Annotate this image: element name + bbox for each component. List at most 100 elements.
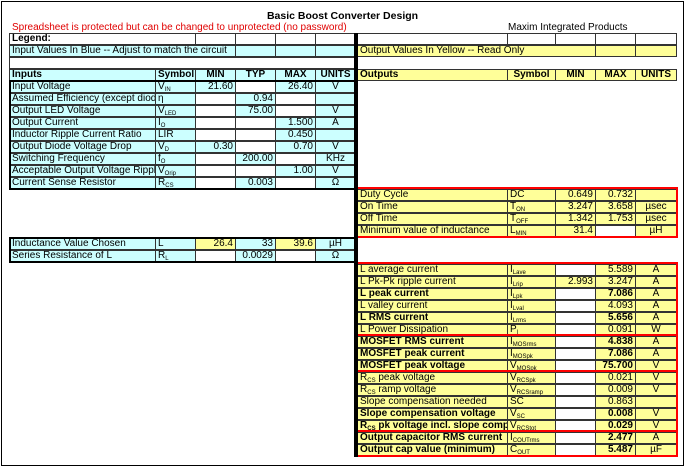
input-typ-value[interactable]: 75.00 <box>235 105 276 117</box>
empty-cell <box>275 45 316 57</box>
output-units: µsec <box>635 201 677 213</box>
output-row: MOSFET peak voltage VMOSpk 75.700 V <box>357 360 677 372</box>
output-symbol: ILpk <box>507 288 556 300</box>
empty-cell <box>235 45 276 57</box>
output-units: µsec <box>635 213 677 225</box>
output-min-value <box>555 432 596 444</box>
output-label: Output cap value (minimum) <box>357 444 508 456</box>
input-row: Acceptable Output Voltage Ripple VOrip 1.0… <box>9 165 356 177</box>
output-label: Off Time <box>357 213 508 225</box>
output-units: A <box>635 264 677 276</box>
output-label: Output capacitor RMS current <box>357 432 508 444</box>
input-max-value[interactable]: 1.00 <box>275 165 316 177</box>
column-header: Symbol <box>155 69 196 81</box>
input-symbol: η <box>155 93 196 105</box>
output-row: MOSFET peak current IMOSpk 7.086 A <box>357 348 677 360</box>
output-units: µH <box>635 225 677 237</box>
output-row: L average current ILave 5.589 A <box>357 264 677 276</box>
output-max-value: 0.008 <box>595 408 636 420</box>
output-max-value: 7.086 <box>595 348 636 360</box>
input-typ-value[interactable]: 33 <box>235 238 276 250</box>
input-label: Series Resistance of L <box>9 250 156 262</box>
output-max-value: 0.091 <box>595 324 636 336</box>
input-units: KHz <box>315 153 356 165</box>
output-row: On Time TON 3.247 3.658 µsec <box>357 201 677 213</box>
output-min-value: 0.649 <box>555 189 596 201</box>
input-symbol: RL <box>155 250 196 262</box>
input-symbol: LIR <box>155 129 196 141</box>
output-units: V <box>635 372 677 384</box>
output-label: RCS pk voltage incl. slope comp. <box>357 420 508 432</box>
input-min-value <box>195 129 236 141</box>
column-header: UNITS <box>315 69 356 81</box>
input-min-value[interactable]: 26.4 <box>195 238 236 250</box>
empty-cell <box>9 57 356 69</box>
output-min-value <box>555 360 596 372</box>
output-min-value <box>555 288 596 300</box>
input-units: V <box>315 105 356 117</box>
input-row: Input Voltage VIN 21.60 26.40 V <box>9 81 356 93</box>
outputs-header-row: Outputs Symbol MIN MAX UNITS <box>357 69 677 81</box>
input-max-value[interactable]: 0.450 <box>275 129 316 141</box>
output-max-value <box>595 225 636 237</box>
input-symbol: VLED <box>155 105 196 117</box>
input-row: Inductor Ripple Current Ratio LIR 0.450 <box>9 129 356 141</box>
input-min-value <box>195 117 236 129</box>
input-typ-value[interactable]: 0.0029 <box>235 250 276 262</box>
input-row: Series Resistance of L RL 0.0029 Ω <box>9 250 356 262</box>
output-row: RCS ramp voltage VRCSramp 0.009 V <box>357 384 677 396</box>
input-label: Input Voltage <box>9 81 156 93</box>
input-typ-value[interactable]: 0.94 <box>235 93 276 105</box>
output-min-value: 1.342 <box>555 213 596 225</box>
input-min-value[interactable]: 21.60 <box>195 81 236 93</box>
output-max-value: 0.029 <box>595 420 636 432</box>
output-units: A <box>635 336 677 348</box>
input-typ-value <box>235 141 276 153</box>
output-min-value <box>555 324 596 336</box>
output-min-value <box>555 348 596 360</box>
input-label: Switching Frequency <box>9 153 156 165</box>
input-label: Assumed Efficiency (except diode <box>9 93 156 105</box>
output-label: Duty Cycle <box>357 189 508 201</box>
input-max-value <box>275 250 316 262</box>
output-symbol: TOFF <box>507 213 556 225</box>
input-typ-value[interactable]: 200.00 <box>235 153 276 165</box>
column-header: MAX <box>595 69 636 81</box>
output-symbol: DC <box>507 189 556 201</box>
output-label: L average current <box>357 264 508 276</box>
input-max-value[interactable]: 39.6 <box>275 238 316 250</box>
legend-label: Legend: <box>9 33 196 45</box>
input-max-value[interactable]: 26.40 <box>275 81 316 93</box>
input-min-value[interactable]: 0.30 <box>195 141 236 153</box>
protection-warning: Spreadsheet is protected but can be chan… <box>12 22 347 33</box>
output-row: Output cap value (minimum) COUT 5.487 µF <box>357 444 677 456</box>
input-symbol: RCS <box>155 177 196 189</box>
input-label: Inductor Ripple Current Ratio <box>9 129 156 141</box>
output-min-value <box>555 444 596 456</box>
legend-row: Legend: <box>9 33 356 45</box>
column-header: Outputs <box>357 69 508 81</box>
blank-row <box>9 57 356 69</box>
output-symbol: LMIN <box>507 225 556 237</box>
input-typ-value[interactable]: 0.003 <box>235 177 276 189</box>
output-units <box>635 189 677 201</box>
output-symbol: ICOUTrms <box>507 432 556 444</box>
output-units: A <box>635 348 677 360</box>
output-label: MOSFET peak voltage <box>357 360 508 372</box>
input-max-value[interactable]: 1.500 <box>275 117 316 129</box>
empty-cell <box>555 33 596 45</box>
output-min-value <box>555 312 596 324</box>
output-symbol: ILave <box>507 264 556 276</box>
output-units: V <box>635 384 677 396</box>
output-label: MOSFET RMS current <box>357 336 508 348</box>
output-units: A <box>635 432 677 444</box>
input-note: Input Values In Blue -- Adjust to match … <box>9 45 236 57</box>
input-label: Inductance Value Chosen <box>9 238 156 250</box>
output-max-value: 4.093 <box>595 300 636 312</box>
input-max-value[interactable]: 0.70 <box>275 141 316 153</box>
empty-cell <box>595 45 636 57</box>
output-label: Minimum value of inductance <box>357 225 508 237</box>
output-row: L Power Dissipation Pl 0.091 W <box>357 324 677 336</box>
output-symbol: ILval <box>507 300 556 312</box>
output-max-value: 1.753 <box>595 213 636 225</box>
